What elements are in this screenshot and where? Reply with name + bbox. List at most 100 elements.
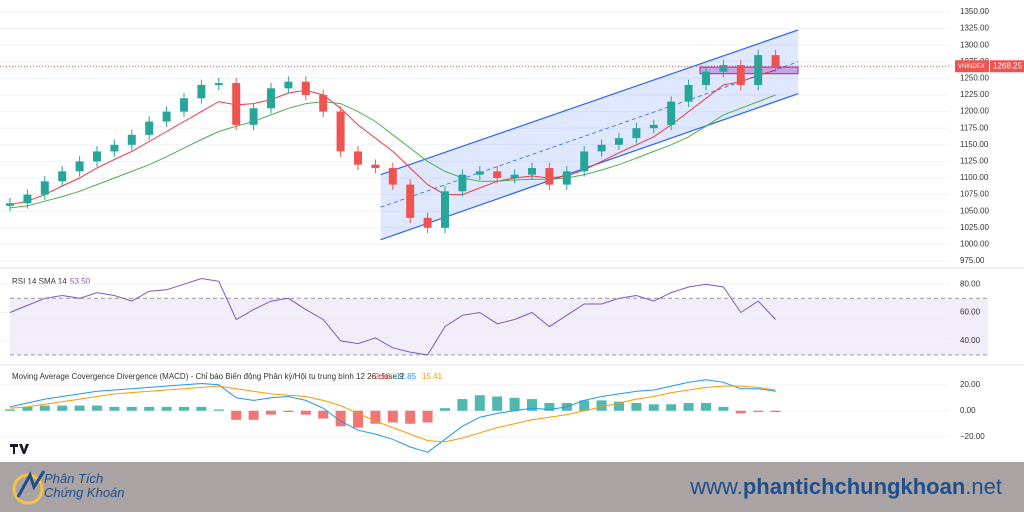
brand-line: Chứng Khoán — [44, 485, 125, 500]
brand-name: Phân Tích Chứng Khoán — [44, 472, 125, 500]
candle-body — [284, 81, 293, 89]
candle-body — [249, 108, 258, 125]
candle-body — [232, 83, 241, 125]
candle-body — [528, 168, 536, 175]
histogram-bar — [527, 399, 537, 411]
candle-body — [736, 65, 745, 86]
histogram-bar — [92, 405, 102, 411]
histogram-bar — [596, 400, 607, 411]
histogram-bar — [440, 408, 450, 411]
histogram-bar — [648, 404, 659, 411]
histogram-bar — [387, 410, 398, 423]
histogram-bar — [318, 410, 329, 419]
candle-body — [336, 111, 345, 152]
brand-line: Phân Tích — [44, 471, 104, 486]
moving-average — [9, 69, 776, 206]
candle-body — [162, 111, 171, 122]
candle-body — [423, 217, 432, 228]
y-tick-label: 60.00 — [960, 308, 981, 317]
symbol-box — [955, 60, 989, 73]
candle-body — [580, 151, 589, 172]
macd-title: Moving Average Covergence Divergence (MA… — [12, 372, 404, 381]
moving-average — [9, 94, 776, 209]
candle-body — [127, 134, 136, 145]
histogram-bar — [231, 410, 242, 420]
histogram-bar — [474, 395, 485, 411]
y-tick-label: 1100.00 — [960, 173, 989, 182]
candle-body — [110, 144, 119, 152]
histogram-bar — [161, 406, 172, 411]
candle-body — [145, 121, 154, 135]
rsi-line — [9, 277, 776, 356]
histogram-bar — [126, 406, 137, 411]
candle-body — [667, 101, 676, 125]
website[interactable]: www.phantichchungkhoan.net — [690, 474, 1002, 500]
candle-body — [649, 124, 658, 129]
footer: Phân Tích Chứng Khoán www.phantichchungk… — [0, 462, 1024, 512]
candle-body — [58, 171, 67, 182]
histogram-bar — [283, 410, 294, 413]
histogram-bar — [196, 406, 207, 411]
candle-body — [493, 171, 502, 178]
histogram-bar — [370, 410, 381, 424]
channel-line — [380, 29, 799, 176]
histogram-bar — [248, 410, 259, 420]
histogram-bar — [701, 402, 711, 411]
candle-body — [632, 128, 641, 139]
rsi-title: RSI 14 SMA 14 — [12, 277, 67, 286]
y-tick-label: 1025.00 — [960, 223, 989, 232]
candle-body — [545, 168, 554, 185]
candle-body — [597, 144, 606, 152]
histogram-bar — [300, 410, 311, 415]
rsi-value: 53.50 — [70, 277, 91, 286]
candle-body — [406, 184, 415, 218]
channel-mid — [380, 61, 799, 208]
candle-body — [267, 88, 275, 109]
y-tick-label: 1325.00 — [960, 24, 989, 33]
histogram-bar — [579, 400, 590, 411]
y-tick-label: 1050.00 — [960, 206, 989, 215]
candle-body — [684, 85, 693, 102]
url-suffix: .net — [965, 474, 1002, 499]
tv-logo — [10, 444, 29, 454]
macd-value: 12.85 — [396, 372, 417, 381]
zone — [699, 66, 799, 75]
candle-body — [354, 151, 362, 165]
histogram-bar — [718, 406, 729, 411]
y-tick-label: 1000.00 — [960, 240, 989, 249]
histogram-bar — [39, 405, 50, 411]
price-box — [990, 60, 1024, 73]
histogram-bar — [335, 410, 346, 427]
candle-body — [301, 81, 310, 95]
histogram-bar — [57, 405, 68, 411]
histogram-bar — [353, 410, 363, 428]
candle-body — [197, 85, 206, 99]
candle-body — [6, 203, 14, 206]
histogram-bar — [492, 396, 503, 411]
candle-body — [754, 55, 763, 86]
histogram-bar — [666, 404, 677, 411]
histogram-bar — [5, 409, 15, 411]
candle-body — [23, 194, 32, 204]
y-tick-label: 1200.00 — [960, 107, 989, 116]
histogram-bar — [614, 401, 624, 411]
histogram-bar — [179, 406, 189, 411]
y-tick-label: 0.00 — [960, 406, 976, 415]
histogram-bar — [753, 410, 764, 413]
histogram-bar — [22, 406, 33, 411]
histogram-bar — [683, 402, 694, 411]
histogram-bar — [422, 410, 433, 423]
rsi-band — [10, 298, 988, 355]
histogram-bar — [213, 409, 224, 411]
histogram-bar — [631, 402, 642, 411]
candle-body — [319, 94, 328, 112]
macd-line — [9, 385, 776, 443]
candle-body — [719, 65, 728, 72]
candle-body — [388, 168, 397, 185]
candle-body — [562, 171, 571, 185]
y-tick-label: 1225.00 — [960, 90, 989, 99]
candle-body — [458, 174, 467, 192]
candle-body — [214, 83, 223, 86]
url-prefix: www. — [690, 474, 743, 499]
histogram-bar — [735, 410, 746, 414]
